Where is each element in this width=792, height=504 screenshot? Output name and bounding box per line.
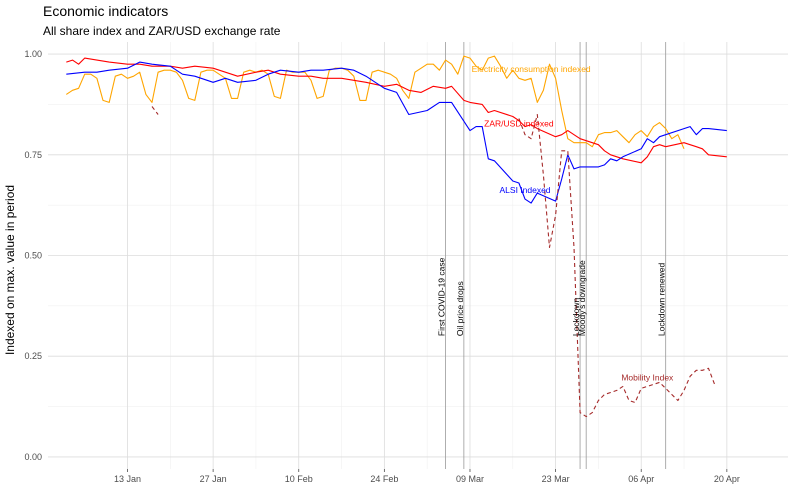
y-tick-label: 0.50 — [24, 251, 42, 261]
event-label: Lockdown — [571, 298, 581, 337]
x-tick-label: 06 Apr — [628, 474, 654, 484]
x-tick-label: 13 Jan — [114, 474, 141, 484]
series-label: ALSI Indexed — [500, 185, 551, 195]
chart-subtitle: All share index and ZAR/USD exchange rat… — [43, 24, 281, 38]
y-tick-label: 0.00 — [24, 452, 42, 462]
event-label: Oil price drops — [455, 281, 465, 336]
x-tick-label: 23 Mar — [542, 474, 570, 484]
event-label: Moody's downgrade — [577, 260, 587, 336]
x-tick-label: 27 Jan — [200, 474, 227, 484]
y-axis-ticks: 0.00 0.25 0.50 0.75 1.00 — [24, 49, 42, 462]
chart-title: Economic indicators — [43, 3, 168, 19]
series-line — [66, 57, 727, 164]
series-label: Electricity consumption indexed — [472, 64, 591, 74]
series-line — [66, 61, 727, 204]
x-axis-ticks: 13 Jan 27 Jan 10 Feb 24 Feb 09 Mar 23 Mar 06 A… — [114, 469, 740, 484]
y-axis-title: Indexed on max. value in period — [3, 185, 17, 355]
event-labels: First COVID-19 case Oil price drops Lockdo… — [437, 257, 667, 336]
series-label: ZAR/USD indexed — [484, 119, 554, 129]
series-line — [65, 55, 685, 150]
x-tick-label: 20 Apr — [714, 474, 740, 484]
y-tick-label: 1.00 — [24, 49, 42, 59]
y-tick-label: 0.75 — [24, 150, 42, 160]
y-tick-label: 0.25 — [24, 351, 42, 361]
series-lines — [65, 55, 727, 418]
x-tick-label: 24 Feb — [370, 474, 398, 484]
series-line — [518, 113, 716, 418]
series-labels: Electricity consumption indexed ZAR/USD i… — [472, 64, 674, 382]
event-label: First COVID-19 case — [437, 257, 447, 336]
grid — [48, 42, 788, 469]
x-tick-label: 09 Mar — [456, 474, 484, 484]
series-line — [151, 106, 159, 115]
event-label: Lockdown renewed — [657, 263, 667, 337]
x-tick-label: 10 Feb — [285, 474, 313, 484]
series-label: Mobility Index — [621, 372, 674, 382]
